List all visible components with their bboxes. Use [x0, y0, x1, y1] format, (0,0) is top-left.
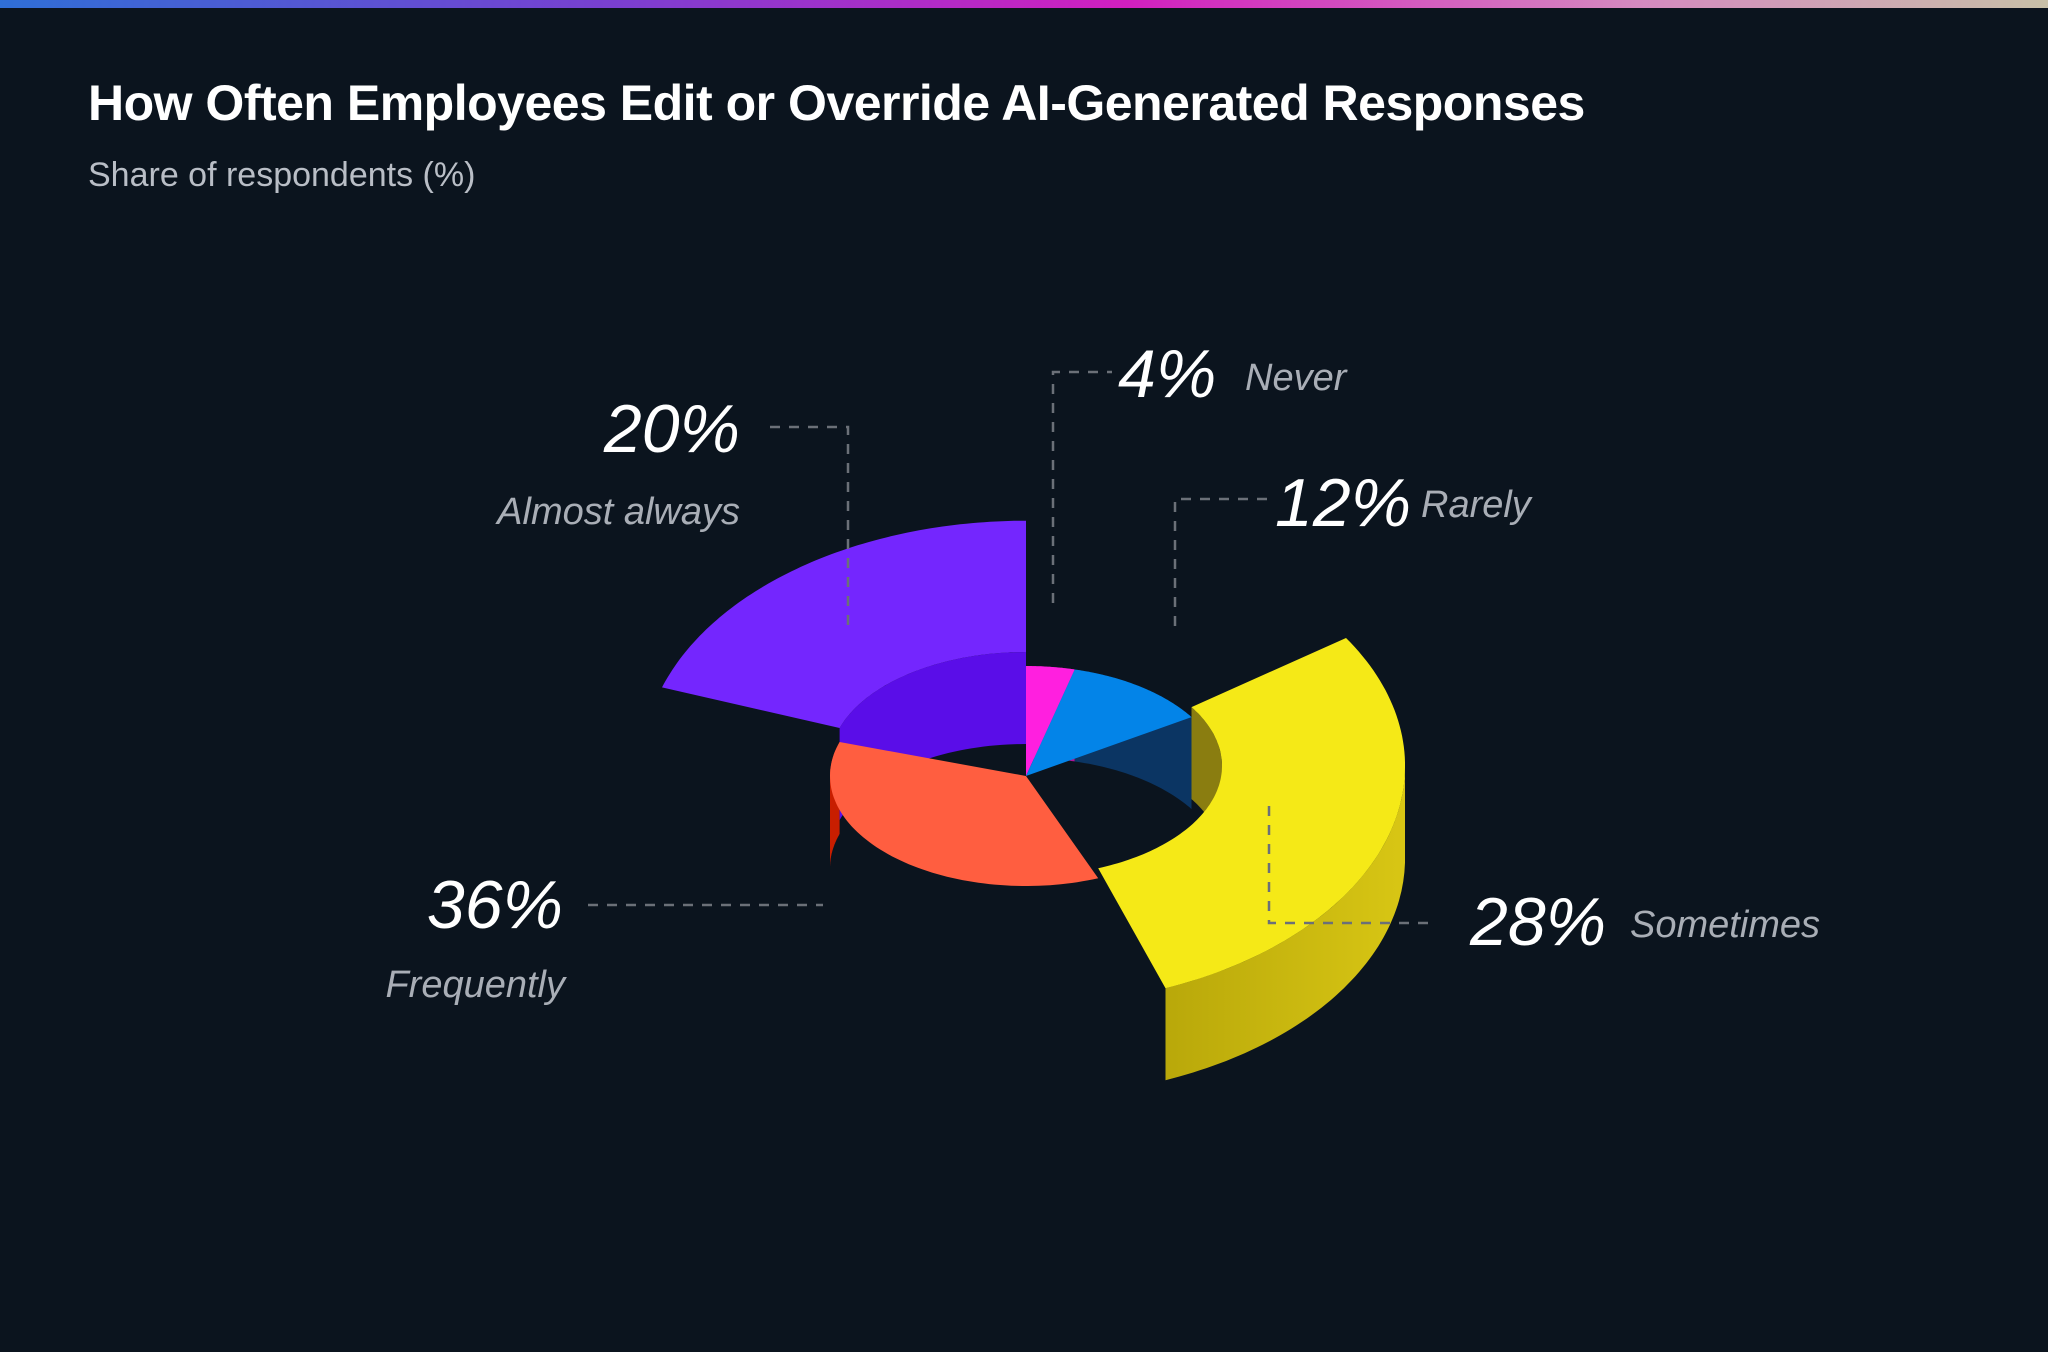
leader-line-never [1051, 370, 1112, 603]
slice-sometimes [1098, 638, 1405, 989]
slice-outer-wall-sometimes [1165, 766, 1405, 1081]
data-label-rarely-value: 12% [1275, 465, 1411, 541]
leader-line-rarely [1173, 497, 1267, 631]
leader-line-sometimes [1267, 806, 1437, 925]
leader-line-almost-always [770, 425, 850, 631]
slice-frequently [830, 742, 1099, 886]
accent-gradient-bar [0, 0, 2048, 8]
slice-inner-wall-almost-always [839, 652, 1026, 820]
data-label-almost-always-value: 20% [603, 391, 740, 467]
chart-subtitle: Share of respondents (%) [88, 156, 476, 194]
data-label-frequently: Frequently [385, 964, 567, 1006]
slice-almost-always [662, 520, 1026, 728]
chart-title: How Often Employees Edit or Override AI-… [88, 75, 1585, 131]
slice-rarely [1026, 669, 1192, 776]
data-label-never-value: 4% [1118, 336, 1216, 412]
data-label-almost-always: Almost always [495, 491, 740, 533]
data-label-frequently-value: 36% [427, 867, 563, 943]
data-label-sometimes: Sometimes [1630, 904, 1820, 946]
slice-never [1026, 666, 1075, 776]
data-label-never: Never [1245, 357, 1348, 399]
data-label-rarely: Rarely [1421, 484, 1533, 526]
data-label-sometimes-value: 28% [1469, 884, 1606, 960]
